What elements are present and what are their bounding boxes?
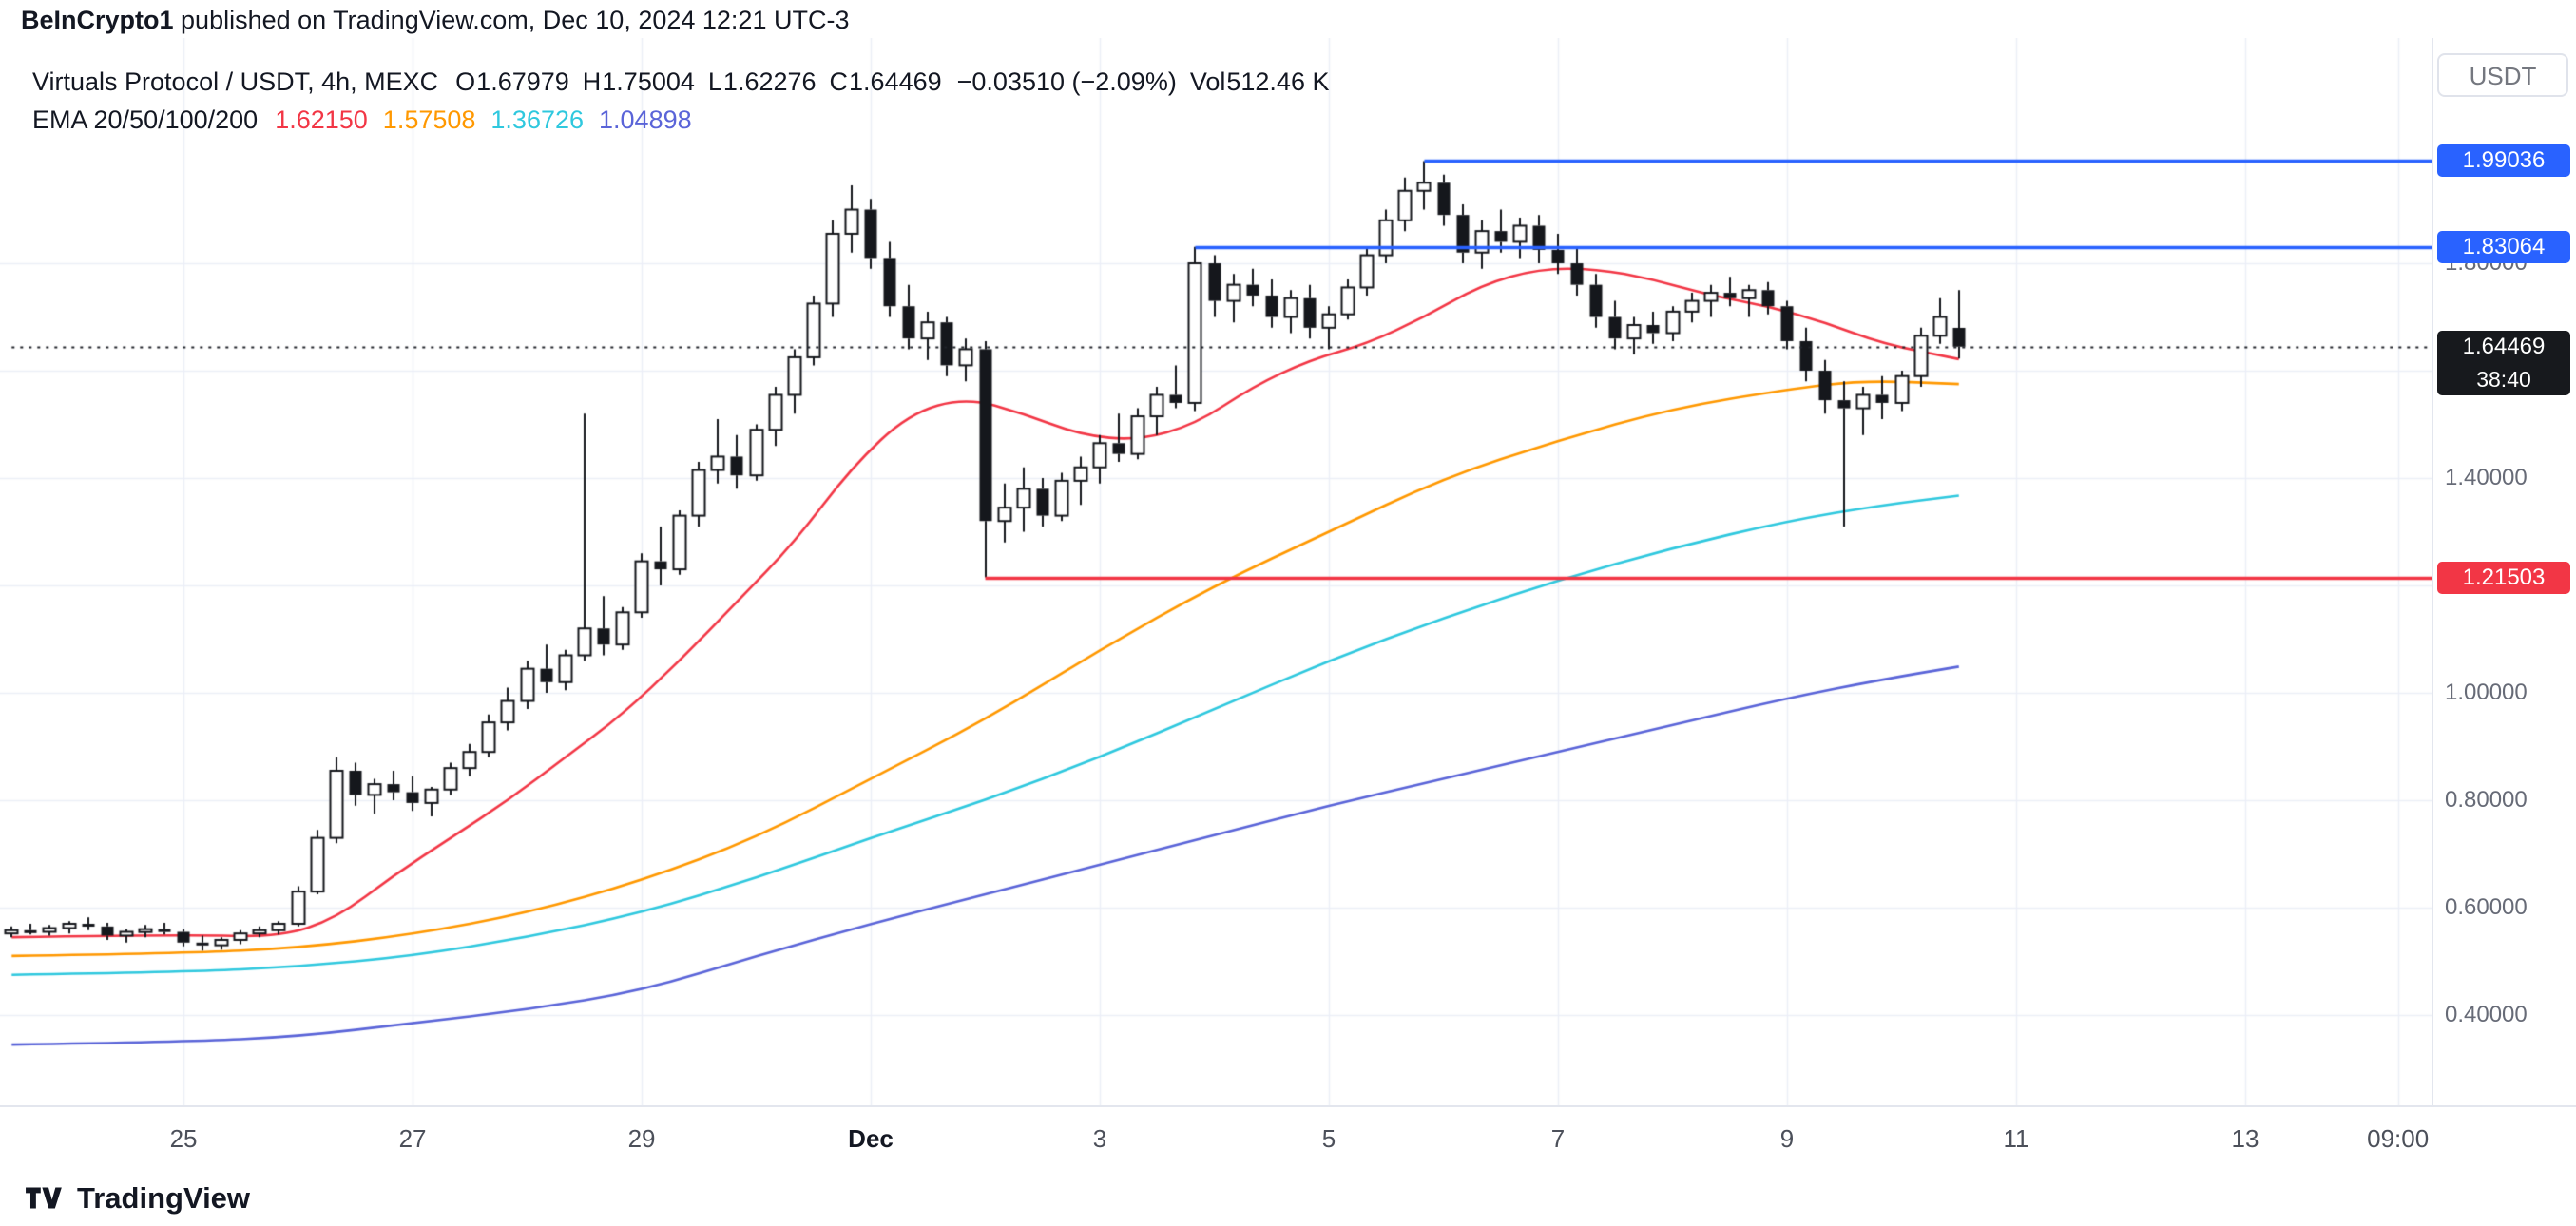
low-label: L (707, 67, 722, 96)
low-value: 1.62276 (722, 67, 817, 96)
ema100-value: 1.36726 (490, 105, 585, 134)
time-tick-label: 13 (2231, 1124, 2259, 1153)
price-level-badge: 1.99036 (2437, 144, 2570, 178)
ema-legend-row[interactable]: EMA 20/50/100/200 1.62150 1.57508 1.36726 1.… (32, 101, 1329, 139)
close-value: 1.64469 (849, 67, 942, 96)
high-label: H (582, 67, 602, 96)
price-tick-label: 0.40000 (2445, 1002, 2528, 1028)
time-tick-label: 9 (1779, 1124, 1795, 1153)
open-label: O (455, 67, 476, 96)
time-tick-label: 29 (627, 1124, 656, 1153)
open-value: 1.67979 (476, 67, 569, 96)
symbol-title: Virtuals Protocol / USDT, 4h, MEXC (32, 67, 439, 96)
time-tick-label: 3 (1092, 1124, 1107, 1153)
currency-toggle-button[interactable]: USDT (2437, 53, 2568, 97)
ema200-value: 1.04898 (599, 105, 692, 134)
time-tick-label: 11 (2003, 1124, 2029, 1153)
footer-bar: TradingView (0, 1170, 2576, 1226)
price-tick-label: 0.80000 (2445, 787, 2528, 814)
time-tick-label: Dec (848, 1124, 894, 1153)
price-chart-canvas[interactable] (0, 38, 2432, 1105)
last-price-value: 1.64469 (2462, 333, 2546, 359)
time-tick-label: 27 (398, 1124, 427, 1153)
bar-countdown: 38:40 (2476, 366, 2531, 392)
publisher-name: BeInCrypto1 (21, 6, 174, 34)
ema50-value: 1.57508 (382, 105, 476, 134)
time-tick-label: 7 (1550, 1124, 1566, 1153)
last-price-badge: 1.64469 38:40 (2437, 330, 2570, 395)
ema-indicator-title: EMA 20/50/100/200 (32, 105, 259, 134)
volume-value: 512.46 K (1226, 67, 1330, 96)
time-tick-label: 25 (169, 1124, 198, 1153)
publish-info: published on TradingView.com, Dec 10, 20… (173, 6, 850, 34)
tradingview-logo-icon[interactable] (25, 1183, 65, 1214)
price-level-badge: 1.21503 (2437, 561, 2570, 594)
time-tick-label: 09:00 (2367, 1124, 2430, 1153)
ema20-value: 1.62150 (275, 105, 368, 134)
time-axis[interactable]: 25 27 29 Dec 3 5 7 9 11 13 09:00 (0, 1105, 2576, 1170)
chart-legend: Virtuals Protocol / USDT, 4h, MEXC O1.679… (32, 63, 1329, 139)
time-tick-label: 5 (1321, 1124, 1336, 1153)
price-axis[interactable]: USDT 1.800001.400001.000000.800000.60000… (2432, 38, 2576, 1105)
price-tick-label: 0.60000 (2445, 894, 2528, 921)
close-label: C (829, 67, 849, 96)
publish-header: BeInCrypto1 published on TradingView.com… (0, 0, 2576, 38)
change-value: −0.03510 (−2.09%) (956, 67, 1177, 96)
price-tick-label: 1.40000 (2445, 465, 2528, 491)
high-value: 1.75004 (602, 67, 695, 96)
symbol-legend-row[interactable]: Virtuals Protocol / USDT, 4h, MEXC O1.679… (32, 63, 1329, 101)
price-level-badge: 1.83064 (2437, 230, 2570, 263)
price-tick-label: 1.00000 (2445, 680, 2528, 706)
volume-label: Vol (1189, 67, 1226, 96)
tradingview-wordmark[interactable]: TradingView (77, 1180, 251, 1215)
